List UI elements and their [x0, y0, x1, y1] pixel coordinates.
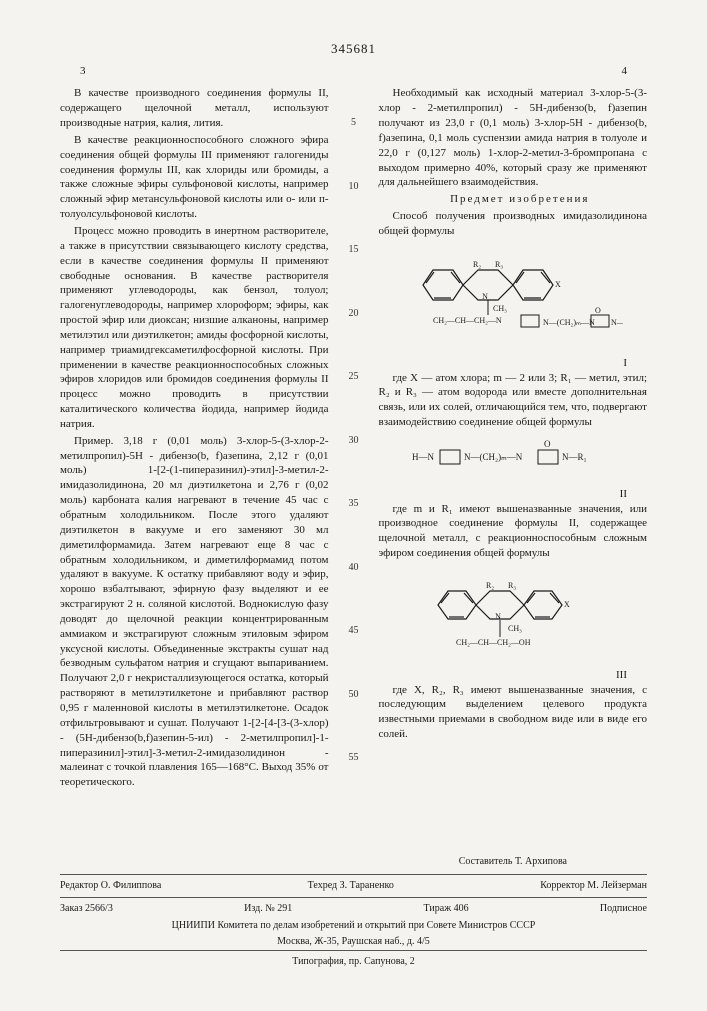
typography: Типография, пр. Сапунова, 2 — [60, 950, 647, 969]
linenum: 5 — [347, 116, 361, 130]
tirazh: Тираж 406 — [424, 902, 469, 916]
para: Пример. 3,18 г (0,01 моль) 3-хлор-5-(3-х… — [60, 434, 329, 790]
para: Способ получения производных имидазолиди… — [379, 209, 648, 239]
svg-text:N: N — [495, 612, 501, 621]
svg-text:CH₂—CH—CH₂—N: CH₂—CH—CH₂—N — [433, 316, 502, 325]
org: ЦНИИПИ Комитета по делам изобретений и о… — [60, 919, 647, 933]
svg-text:N: N — [482, 292, 488, 301]
editor: Редактор О. Филиппова — [60, 879, 161, 893]
svg-text:R₃: R₃ — [495, 260, 503, 269]
linenum: 30 — [347, 434, 361, 448]
svg-text:O: O — [544, 439, 551, 449]
linenum: 20 — [347, 307, 361, 321]
formula-2-label: II — [379, 487, 648, 502]
subject-title: Предмет изобретения — [379, 192, 648, 207]
para: В качестве реакционноспособного сложного… — [60, 133, 329, 222]
page-numbers: 3 4 — [60, 64, 647, 79]
linenum: 45 — [347, 624, 361, 638]
page-left: 3 — [80, 64, 86, 79]
svg-text:R₃: R₃ — [508, 581, 516, 590]
svg-text:X: X — [564, 600, 570, 609]
order-num: Заказ 2566/3 — [60, 902, 113, 916]
linenum: 55 — [347, 751, 361, 765]
techred: Техред З. Тараненко — [308, 879, 394, 893]
chemical-formula-1: R₂ R₃ X N CH₃ CH₂—CH—CH₂—N N—(CH₂)ₘ—N O N… — [379, 245, 648, 350]
svg-text:N—R₁: N—R₁ — [611, 318, 623, 327]
corrector: Корректор М. Лейзерман — [540, 879, 647, 893]
footer: Составитель Т. Архипова Редактор О. Фили… — [60, 855, 647, 969]
svg-text:R₂: R₂ — [486, 581, 494, 590]
linenum: 25 — [347, 370, 361, 384]
para: где X, R₂, R₃ имеют вышеназванные значен… — [379, 683, 648, 742]
para: Процесс можно проводить в инертном раств… — [60, 224, 329, 432]
linenum: 35 — [347, 497, 361, 511]
svg-text:CH₂—CH—CH₂—OH: CH₂—CH—CH₂—OH — [456, 638, 531, 647]
right-column: Необходимый как исходный материал 3-хлор… — [379, 86, 648, 815]
svg-text:CH₃: CH₃ — [493, 304, 507, 313]
izd-num: Изд. № 291 — [244, 902, 292, 916]
para: где X — атом хлора; m — 2 или 3; R₁ — ме… — [379, 371, 648, 430]
line-number-gutter: 5 10 15 20 25 30 35 40 45 50 55 — [347, 86, 361, 815]
svg-text:N—(CH₂)ₘ—N: N—(CH₂)ₘ—N — [464, 452, 523, 462]
linenum: 15 — [347, 243, 361, 257]
svg-text:N—R₁: N—R₁ — [562, 452, 587, 462]
left-column: В качестве производного соединения форму… — [60, 86, 329, 815]
linenum: 50 — [347, 688, 361, 702]
chemical-formula-2: H—N N—(CH₂)ₘ—N O N—R₁ — [379, 436, 648, 481]
para: где m и R₁ имеют вышеназванные значения,… — [379, 502, 648, 561]
svg-text:N—(CH₂)ₘ—N: N—(CH₂)ₘ—N — [543, 318, 595, 327]
svg-text:O: O — [595, 306, 601, 315]
linenum: 10 — [347, 180, 361, 194]
address: Москва, Ж-35, Раушская наб., д. 4/5 — [60, 935, 647, 949]
patent-number: 345681 — [60, 40, 647, 58]
chemical-formula-3: R₂ R₃ X N CH₃ CH₂—CH—CH₂—OH — [379, 567, 648, 662]
page-right: 4 — [622, 64, 628, 79]
two-column-body: В качестве производного соединения форму… — [60, 86, 647, 815]
para: В качестве производного соединения форму… — [60, 86, 329, 131]
svg-text:CH₃: CH₃ — [508, 624, 522, 633]
para: Необходимый как исходный материал 3-хлор… — [379, 86, 648, 190]
footer-credits: Редактор О. Филиппова Техред З. Тараненк… — [60, 874, 647, 893]
footer-pubinfo: Заказ 2566/3 Изд. № 291 Тираж 406 Подпис… — [60, 897, 647, 916]
linenum: 40 — [347, 561, 361, 575]
formula-3-label: III — [379, 668, 648, 683]
formula-1-label: I — [379, 356, 648, 371]
compiler: Составитель Т. Архипова — [60, 855, 647, 869]
subscription: Подписное — [600, 902, 647, 916]
svg-text:H—N: H—N — [412, 452, 434, 462]
svg-text:R₂: R₂ — [473, 260, 481, 269]
svg-text:X: X — [555, 280, 561, 289]
